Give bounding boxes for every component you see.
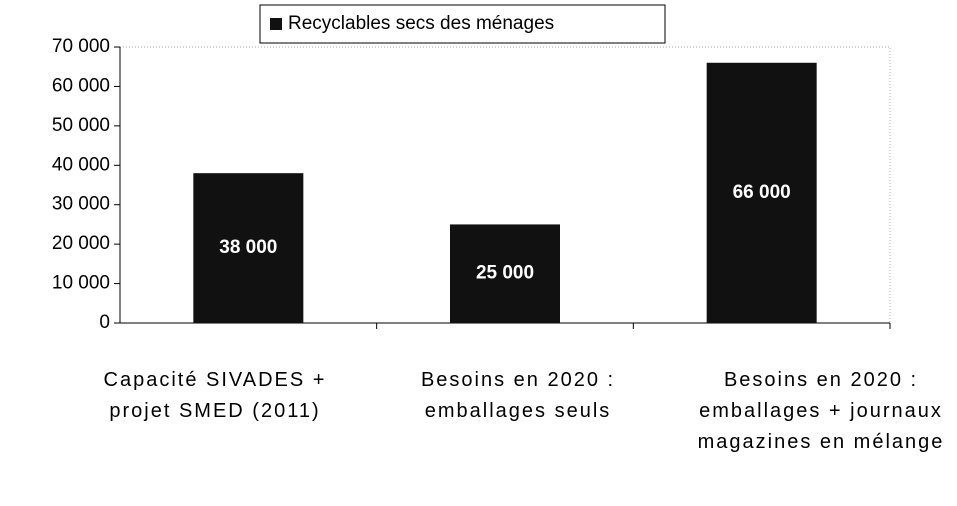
value-label: 38 000: [219, 237, 277, 258]
x-tick-label: Besoins en 2020 : emballages + journaux …: [697, 369, 945, 453]
value-label: 25 000: [476, 263, 534, 284]
legend-swatch: [270, 18, 282, 30]
bar: [193, 173, 304, 323]
x-tick-label: Besoins en 2020 : emballages seuls: [420, 369, 616, 422]
y-tick-label: 10 000: [52, 273, 110, 294]
y-tick-label: 40 000: [52, 154, 110, 175]
value-label: 66 000: [733, 182, 791, 203]
y-tick-label: 70 000: [52, 36, 110, 57]
legend-box: [259, 4, 666, 44]
bar: [706, 62, 817, 324]
y-tick-label: 50 000: [52, 115, 110, 136]
legend-label: Recyclables secs des ménages: [288, 13, 554, 34]
y-tick-label: 30 000: [52, 194, 110, 215]
y-tick-label: 20 000: [52, 233, 110, 254]
bar: [450, 224, 560, 323]
y-tick-label: 60 000: [52, 75, 110, 96]
y-tick-label: 0: [99, 312, 110, 333]
x-tick-label: Capacité SIVADES + projet SMED (2011): [103, 369, 327, 422]
